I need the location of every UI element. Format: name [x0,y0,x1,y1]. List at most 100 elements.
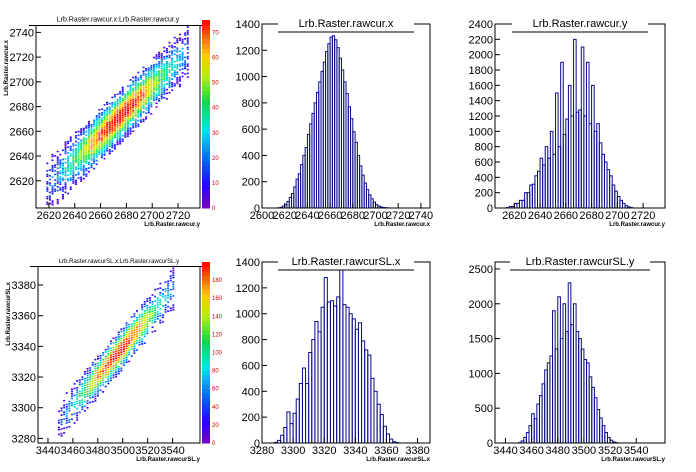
heatmap-cell [104,362,107,365]
heatmap-cell [89,392,92,395]
heatmap-cell [77,138,80,140]
heatmap-cell [67,179,70,182]
heatmap-cell [128,333,131,335]
heatmap-cell [158,100,161,102]
heatmap-cell [115,352,118,355]
heatmap-cell [134,111,137,113]
heatmap-cell [160,88,163,90]
heatmap-cell [111,115,114,117]
heatmap-cell [59,159,62,161]
heatmap-cell [116,106,119,109]
title-box [278,14,414,32]
heatmap-cell [147,109,150,112]
heatmap-cell [80,141,83,143]
heatmap-cell [73,403,76,406]
heatmap-cell [121,140,124,143]
heatmap-cell [59,164,62,167]
heatmap-cell [95,146,98,149]
heatmap-cell [116,139,119,142]
heatmap-cell [125,352,128,354]
heatmap-cell [120,346,123,349]
heatmap-cell [56,156,59,158]
heatmap-cell [150,113,153,115]
heatmap-cell [108,132,111,135]
x-axis-label: Lrb.Raster.rawcurSL.x [366,457,430,463]
heatmap-cell [46,203,49,205]
heatmap-cell [125,331,128,334]
heatmap-cell [95,148,98,151]
heatmap-cell [135,321,138,324]
heatmap-cell [51,187,54,189]
heatmap-cell [152,64,155,66]
heatmap-cell [61,197,64,200]
heatmap-cell [133,326,136,329]
heatmap-cell [103,150,106,153]
heatmap-cell [160,67,163,70]
heatmap-cell [102,354,105,356]
heatmap-cell [93,138,96,140]
heatmap-cell [120,362,123,365]
heatmap-cell [148,299,151,302]
heatmap-cell [120,353,123,356]
heatmap-cell [95,126,98,128]
heatmap-cell [145,86,148,89]
heatmap-cell [139,98,142,101]
heatmap-cell [78,402,81,404]
heatmap-cell [64,171,67,173]
heatmap-cell [73,406,76,408]
heatmap-cell [86,402,89,405]
heatmap-cell [168,80,171,83]
heatmap-cell [51,200,54,202]
heatmap-cell [106,149,109,152]
x-tick-label: 3440 [36,445,60,457]
heatmap-cell [116,112,119,114]
heatmap-cell [56,161,59,164]
x-tick-label: 2600 [250,210,274,222]
heatmap-cell [102,377,105,379]
heatmap-cell [65,422,68,424]
color-scale-step [202,438,210,444]
heatmap-cell [121,90,124,92]
heatmap-cell [51,189,54,191]
heatmap-cell [132,76,135,79]
heatmap-cell [90,133,93,135]
heatmap-cell [154,288,157,291]
color-scale-step [202,52,210,59]
heatmap-cell [104,365,107,367]
heatmap-cell [121,103,124,105]
heatmap-cell [82,172,85,174]
heatmap-cell [134,85,137,87]
heatmap-cell [87,144,90,147]
heatmap-cell [161,305,164,307]
heatmap-cell [103,141,106,143]
heatmap-cell [134,98,137,100]
heatmap-cell [86,384,89,386]
heatmap-cell [176,54,179,57]
title-box [278,252,414,270]
heatmap-cell [167,282,170,285]
heatmap-cell [64,141,67,144]
heatmap-cell [134,90,137,93]
heatmap-cell [98,138,101,141]
heatmap-cell [164,311,167,313]
heatmap-cell [168,69,171,72]
heatmap-cell [134,100,137,102]
heatmap-cell [91,361,94,364]
heatmap-cell [77,167,80,170]
heatmap-cell [106,107,109,109]
heatmap-cell [74,159,77,161]
heatmap-cell [128,337,131,340]
heatmap-cell [139,97,142,99]
heatmap-cell [93,143,96,146]
heatmap-cell [80,165,83,168]
color-scale-step [202,262,210,268]
heatmap-cell [77,166,80,168]
heatmap-cell [111,109,114,112]
heatmap-cell [132,97,135,99]
heatmap-cell [107,380,110,382]
heatmap-cell [158,77,161,80]
heatmap-cell [76,416,79,419]
heatmap-cell [119,120,122,123]
heatmap-cell [64,172,67,175]
heatmap-cell [99,384,102,387]
